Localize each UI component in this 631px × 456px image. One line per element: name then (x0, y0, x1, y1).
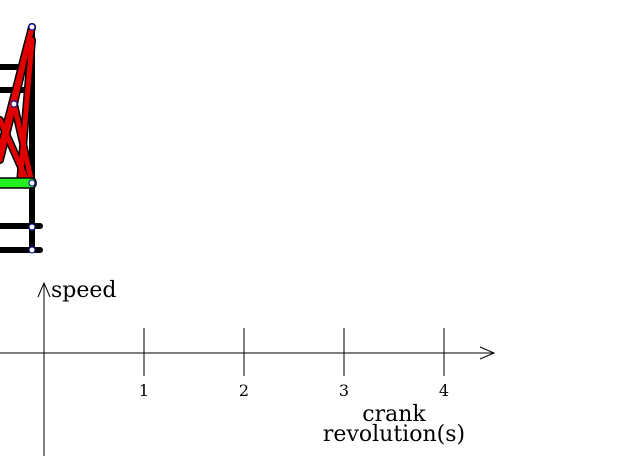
crank-bar (0, 177, 37, 189)
tick-label: 1 (139, 381, 149, 400)
tick-label: 2 (239, 381, 249, 400)
axes (0, 281, 496, 456)
y-arrow (37, 281, 51, 298)
x-label-line: revolution(s) (323, 422, 465, 447)
tick-label: 4 (439, 381, 449, 400)
linkage (0, 23, 43, 254)
x-label-line: crank (362, 402, 426, 427)
y-label: speed (51, 278, 117, 303)
red-bars (0, 24, 35, 186)
tick-label: 3 (339, 381, 349, 400)
joints (10, 23, 36, 254)
x-arrow (479, 346, 496, 360)
